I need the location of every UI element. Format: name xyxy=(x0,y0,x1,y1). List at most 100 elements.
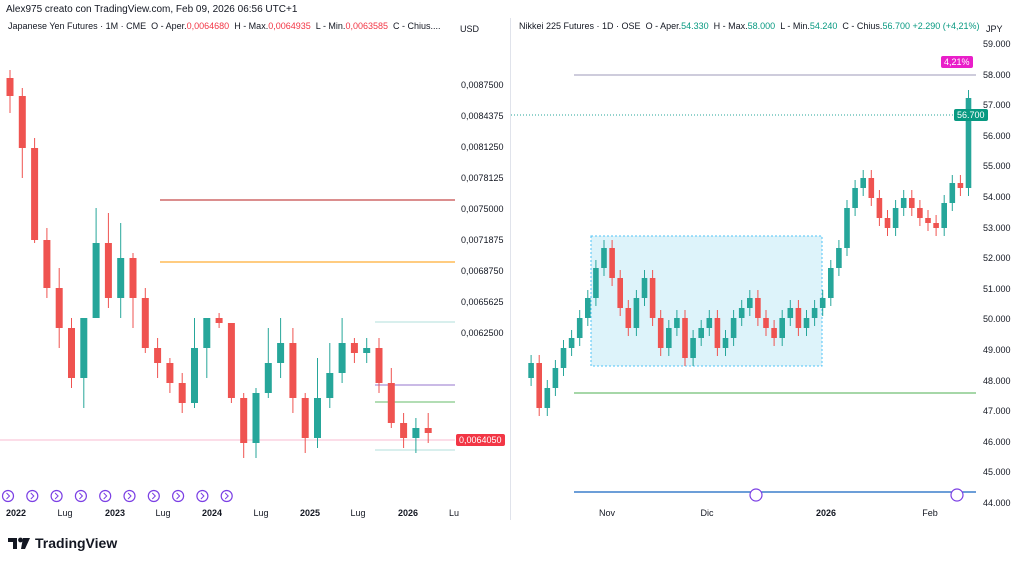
yen-candles xyxy=(0,70,455,503)
nikkei-candle-body xyxy=(771,328,777,338)
nikkei-candle-body xyxy=(909,198,915,208)
event-icon xyxy=(26,489,39,503)
yen-candle-body xyxy=(240,398,248,443)
nikkei-last-price: 56.700 xyxy=(954,109,988,121)
nikkei-candle-body xyxy=(795,308,802,328)
nikkei-candle-body xyxy=(568,338,575,348)
nikkei-candle-body xyxy=(755,298,761,318)
yen-y-tick: 0,0081250 xyxy=(461,142,504,152)
event-icon xyxy=(749,488,763,502)
yen-candle-body xyxy=(338,343,346,373)
event-icon xyxy=(1,489,15,503)
nikkei-candle-body xyxy=(828,268,834,298)
nikkei-candle-body xyxy=(819,298,826,308)
nikkei-x-tick: Feb xyxy=(922,508,938,518)
nikkei-candle-body xyxy=(738,308,745,318)
nikkei-candle-body xyxy=(844,208,850,248)
nikkei-candle-body xyxy=(666,328,672,348)
yen-futures-pane[interactable]: Japanese Yen Futures · 1M · CME O - Aper… xyxy=(0,18,510,520)
nikkei-x-tick: Dic xyxy=(700,508,714,518)
nikkei-candle-body xyxy=(917,208,923,218)
nikkei-x-tick: 2026 xyxy=(815,508,837,518)
yen-candle-body xyxy=(55,288,63,328)
nikkei-pct-badge: 4,21% xyxy=(941,56,973,68)
nikkei-candle-body xyxy=(633,298,640,328)
nikkei-candle-body xyxy=(787,308,794,318)
nikkei-candle-body xyxy=(690,338,696,358)
nikkei-y-tick: 53.000 xyxy=(983,222,1011,233)
yen-candle-body xyxy=(141,298,149,348)
nikkei-candle-body xyxy=(674,318,680,328)
event-icon xyxy=(147,489,160,503)
nikkei-candle-body xyxy=(698,328,704,338)
nikkei-candle-body xyxy=(706,318,713,328)
nikkei-futures-pane[interactable]: Nikkei 225 Futures · 1D · OSE O - Aper.5… xyxy=(511,18,1024,520)
nikkei-candle-body xyxy=(657,318,664,348)
nikkei-candle-body xyxy=(925,218,931,223)
yen-y-tick: 0,0065625 xyxy=(461,297,504,307)
yen-x-tick: 2023 xyxy=(104,508,126,518)
nikkei-candle-body xyxy=(876,198,883,218)
nikkei-candle-body xyxy=(593,268,599,298)
yen-candle-body xyxy=(203,318,211,348)
nikkei-candle-body xyxy=(779,318,785,338)
yen-y-tick: 0,0087500 xyxy=(461,80,504,90)
nikkei-candle-body xyxy=(933,223,939,228)
pane-divider[interactable] xyxy=(510,18,511,520)
yen-candle-body xyxy=(350,343,358,353)
nikkei-y-tick: 45.000 xyxy=(983,467,1011,478)
nikkei-candle-body xyxy=(860,178,866,188)
nikkei-y-tick: 52.000 xyxy=(983,253,1011,264)
nikkei-candle-body xyxy=(625,308,632,328)
yen-x-tick: 2022 xyxy=(5,508,27,518)
yen-candle-body xyxy=(252,393,260,443)
nikkei-candle-body xyxy=(722,338,729,348)
event-icon xyxy=(224,492,229,500)
yen-candle-body xyxy=(314,398,321,438)
nikkei-candle-body xyxy=(747,298,753,308)
nikkei-y-tick: 56.000 xyxy=(983,130,1011,141)
yen-y-tick: 0,0071875 xyxy=(461,235,504,245)
nikkei-candle-body xyxy=(730,318,737,338)
tv-logo-icon xyxy=(8,537,30,549)
yen-y-tick: 0,0075000 xyxy=(461,204,504,214)
nikkei-y-tick: 46.000 xyxy=(983,436,1011,447)
yen-candle-body xyxy=(191,348,198,403)
yen-candle-body xyxy=(117,258,125,298)
nikkei-candle-body xyxy=(868,178,875,198)
event-icon xyxy=(950,488,964,502)
nikkei-candle-body xyxy=(641,278,648,298)
yen-candle-body xyxy=(154,348,162,363)
nikkei-candle-body xyxy=(900,198,907,208)
nikkei-candle-body xyxy=(965,98,972,188)
event-icon xyxy=(99,489,112,503)
event-icon xyxy=(196,489,209,503)
nikkei-candle-body xyxy=(682,318,688,358)
event-icon xyxy=(151,492,157,500)
yen-x-tick: Lug xyxy=(253,508,269,518)
nikkei-candle-body xyxy=(957,183,964,188)
usd-currency-label: USD xyxy=(460,24,480,34)
nikkei-candle-body xyxy=(811,308,818,318)
nikkei-y-tick: 49.000 xyxy=(983,345,1011,355)
yen-y-tick: 0,0084375 xyxy=(461,111,504,121)
yen-legend: Japanese Yen Futures · 1M · CME O - Aper… xyxy=(8,21,441,31)
yen-candle-body xyxy=(6,78,14,96)
yen-candle-body xyxy=(43,240,51,288)
yen-candle-body xyxy=(215,318,223,323)
yen-candle-body xyxy=(104,243,112,298)
nikkei-candle-body xyxy=(892,208,899,228)
nikkei-y-tick: 48.000 xyxy=(983,375,1011,386)
nikkei-y-tick: 50.000 xyxy=(983,314,1011,325)
brand-name: TradingView xyxy=(35,535,118,551)
yen-x-tick: Lug xyxy=(350,508,366,518)
nikkei-candle-body xyxy=(617,278,623,308)
tradingview-logo[interactable]: TradingView xyxy=(8,535,117,551)
nikkei-candles xyxy=(511,74,976,502)
yen-candle-body xyxy=(277,343,285,363)
yen-candle-body xyxy=(178,383,186,403)
nikkei-candle-body xyxy=(552,368,559,388)
yen-y-tick: 0,0078125 xyxy=(461,173,504,183)
yen-candle-body xyxy=(363,348,371,353)
yen-x-tick: 2025 xyxy=(299,508,321,518)
